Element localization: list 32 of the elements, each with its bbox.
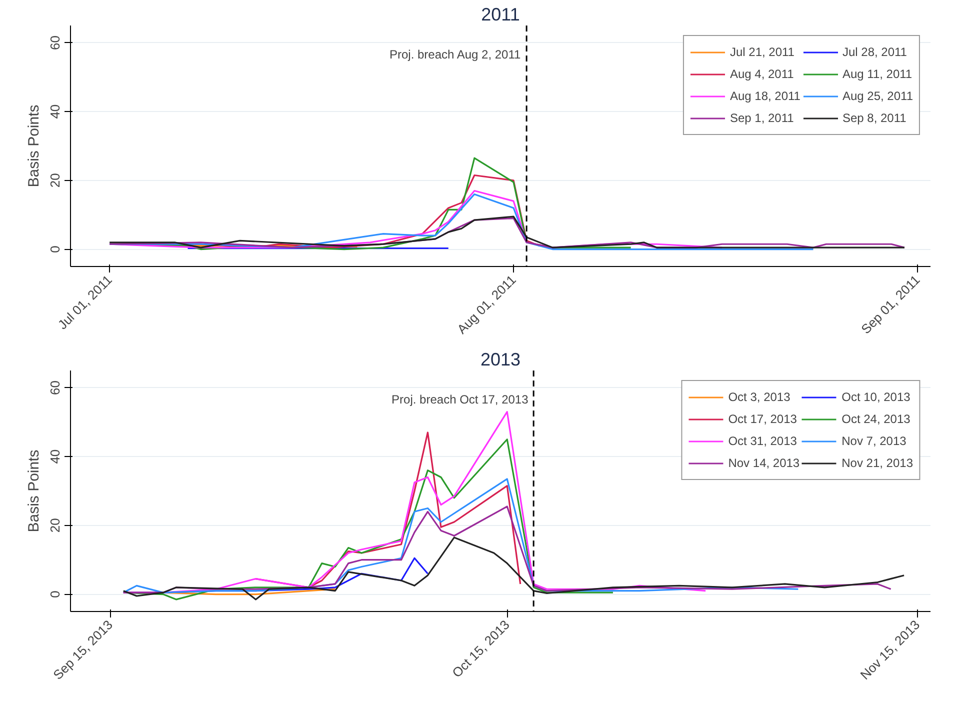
legend-label: Oct 10, 2013 [842, 390, 910, 404]
legend-label: Sep 1, 2011 [730, 111, 794, 125]
y-tick-label: 0 [48, 590, 62, 598]
legend-label: Aug 4, 2011 [730, 67, 794, 81]
line-series [122, 536, 905, 600]
legend-label: Nov 21, 2013 [842, 456, 913, 470]
y-tick-label: 40 [48, 104, 62, 119]
legend-label: Jul 28, 2011 [842, 45, 907, 59]
y-tick-label: 60 [48, 35, 62, 50]
y-tick-label: 0 [48, 246, 62, 253]
legend-label: Oct 24, 2013 [842, 412, 910, 426]
legend-label: Oct 17, 2013 [728, 412, 797, 426]
legend-label: Aug 25, 2011 [842, 89, 913, 103]
line-series [122, 506, 892, 594]
legend-label: Jul 21, 2011 [730, 45, 794, 59]
ref-line-label: Proj. breach Aug 2, 2011 [389, 48, 522, 62]
y-tick-label: 20 [48, 173, 62, 188]
legend-label: Oct 3, 2013 [728, 390, 790, 404]
legend-label: Aug 18, 2011 [730, 89, 800, 103]
legend-label: Aug 11, 2011 [842, 67, 912, 81]
legend-label: Nov 14, 2013 [728, 456, 800, 470]
y-axis-title: Basis Points [26, 450, 42, 532]
y-tick-label: 20 [48, 518, 62, 533]
legend-label: Sep 8, 2011 [842, 111, 906, 125]
chart-title: 2011 [481, 4, 520, 24]
ref-line-label: Proj. breach Oct 17, 2013 [392, 392, 529, 407]
y-tick-label: 60 [48, 380, 62, 395]
y-tick-label: 40 [48, 449, 62, 464]
y-axis-title: Basis Points [26, 104, 42, 188]
legend-label: Oct 31, 2013 [728, 434, 797, 448]
chart-title: 2013 [480, 350, 521, 370]
legend-label: Nov 7, 2013 [842, 434, 906, 448]
